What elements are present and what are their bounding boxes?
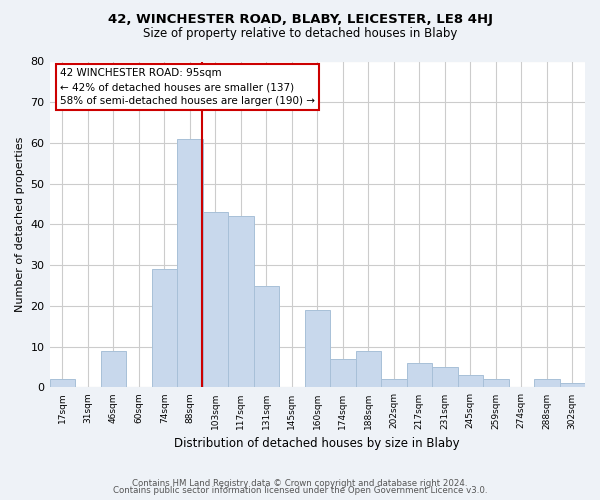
Bar xyxy=(330,359,356,388)
Bar xyxy=(381,380,407,388)
Bar xyxy=(407,363,432,388)
Bar xyxy=(534,380,560,388)
Bar xyxy=(432,367,458,388)
Bar xyxy=(356,351,381,388)
Bar xyxy=(177,139,203,388)
Bar xyxy=(305,310,330,388)
Bar xyxy=(560,384,585,388)
Text: 42, WINCHESTER ROAD, BLABY, LEICESTER, LE8 4HJ: 42, WINCHESTER ROAD, BLABY, LEICESTER, L… xyxy=(107,12,493,26)
Text: Size of property relative to detached houses in Blaby: Size of property relative to detached ho… xyxy=(143,28,457,40)
Bar xyxy=(101,351,126,388)
Bar xyxy=(50,380,75,388)
Bar xyxy=(458,375,483,388)
Bar xyxy=(203,212,228,388)
Bar xyxy=(254,286,279,388)
Text: Contains HM Land Registry data © Crown copyright and database right 2024.: Contains HM Land Registry data © Crown c… xyxy=(132,478,468,488)
Text: Contains public sector information licensed under the Open Government Licence v3: Contains public sector information licen… xyxy=(113,486,487,495)
X-axis label: Distribution of detached houses by size in Blaby: Distribution of detached houses by size … xyxy=(175,437,460,450)
Bar xyxy=(152,270,177,388)
Y-axis label: Number of detached properties: Number of detached properties xyxy=(15,137,25,312)
Bar xyxy=(483,380,509,388)
Bar xyxy=(228,216,254,388)
Text: 42 WINCHESTER ROAD: 95sqm
← 42% of detached houses are smaller (137)
58% of semi: 42 WINCHESTER ROAD: 95sqm ← 42% of detac… xyxy=(60,68,315,106)
